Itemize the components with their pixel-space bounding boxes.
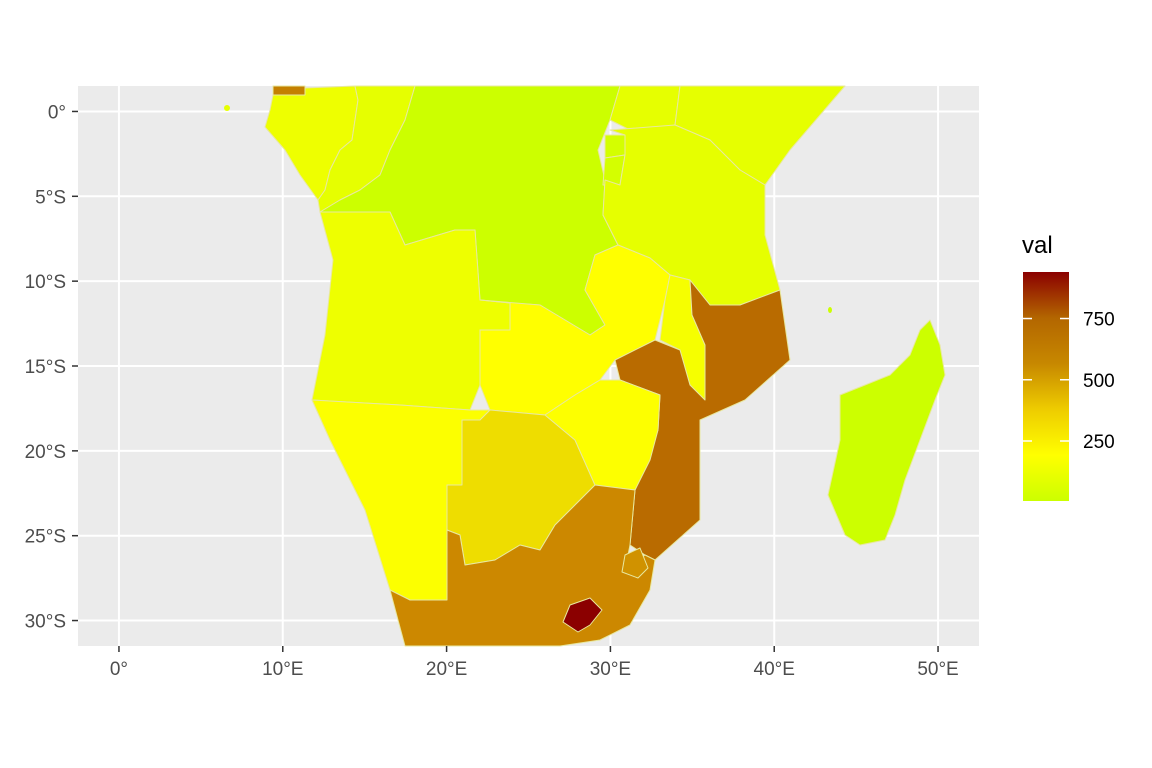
x-tick-label-2: 20°E	[426, 659, 467, 680]
legend-title: val	[1022, 232, 1053, 259]
x-axis-ticks: 0° 10°E 20°E 30°E 40°E 50°E	[110, 646, 959, 680]
region-cameroon-edge	[272, 85, 306, 96]
legend-label-2: 250	[1083, 432, 1115, 453]
region-madagascar	[827, 319, 946, 546]
island-comoros	[828, 307, 832, 313]
region-rwanda	[604, 134, 626, 159]
y-axis-ticks: 0° 5°S 10°S 15°S 20°S 25°S 30°S	[25, 102, 78, 633]
y-tick-label-1: 5°S	[35, 187, 66, 208]
x-tick-label-0: 0°	[110, 659, 128, 680]
y-tick-label-6: 30°S	[25, 612, 66, 633]
legend-colorbar	[1023, 272, 1069, 501]
x-tick-label-4: 40°E	[754, 659, 795, 680]
colorbar-legend: val 750 500 250	[1022, 232, 1115, 501]
region-zimbabwe	[544, 379, 661, 491]
island-sao-tome	[224, 105, 230, 111]
y-tick-label-2: 10°S	[25, 272, 66, 293]
map-regions	[224, 85, 946, 647]
x-tick-label-5: 50°E	[917, 659, 958, 680]
y-tick-label-0: 0°	[48, 102, 66, 123]
x-tick-label-1: 10°E	[262, 659, 303, 680]
y-tick-label-3: 15°S	[25, 357, 66, 378]
legend-label-0: 750	[1083, 310, 1115, 331]
legend-label-1: 500	[1083, 371, 1115, 392]
y-tick-label-4: 20°S	[25, 442, 66, 463]
region-eswatini	[621, 547, 649, 579]
y-tick-label-5: 25°S	[25, 527, 66, 548]
region-lesotho	[562, 597, 603, 633]
x-tick-label-3: 30°E	[590, 659, 631, 680]
legend-ticks: 750 500 250	[1023, 310, 1115, 453]
